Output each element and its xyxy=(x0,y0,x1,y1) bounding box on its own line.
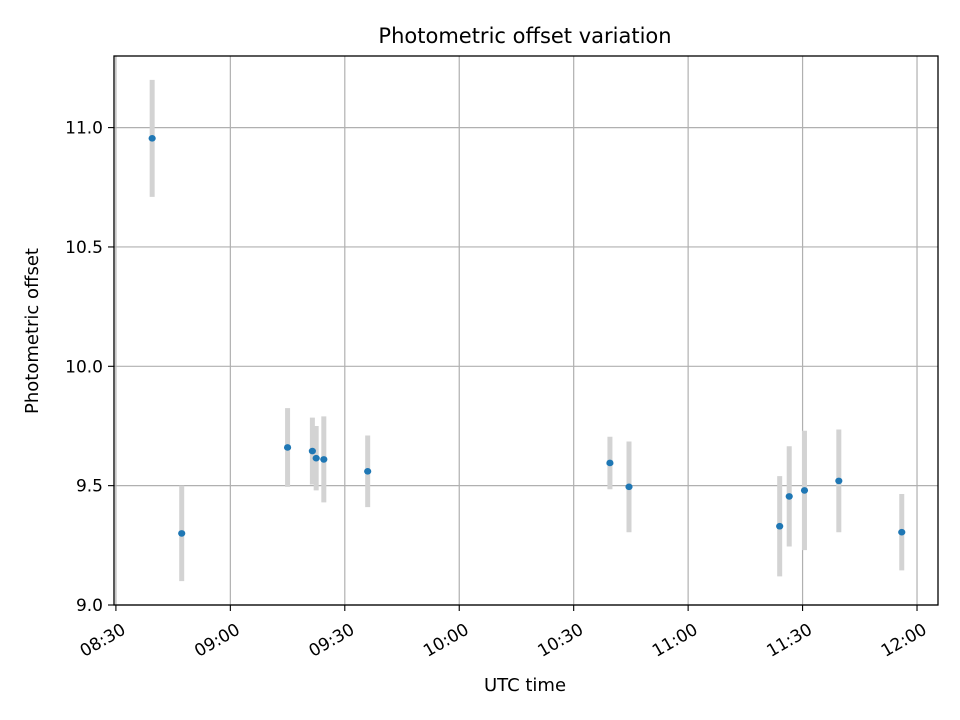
data-point xyxy=(320,456,328,463)
data-point xyxy=(178,530,186,537)
y-tick-label: 10.5 xyxy=(65,238,103,258)
x-axis-label: UTC time xyxy=(484,675,566,696)
data-point xyxy=(364,468,372,475)
data-point xyxy=(898,528,906,536)
data-point xyxy=(312,454,320,462)
data-point xyxy=(308,447,316,455)
y-axis-label: Photometric offset xyxy=(22,248,43,414)
data-point xyxy=(835,477,843,485)
plot-frame xyxy=(113,55,939,606)
data-point xyxy=(606,459,614,467)
chart-title: Photometric offset variation xyxy=(378,24,671,48)
data-point xyxy=(800,487,809,494)
y-tick-label: 11.0 xyxy=(65,119,103,139)
data-point xyxy=(148,135,156,142)
data-point xyxy=(776,522,784,530)
data-point xyxy=(283,444,292,451)
y-tick-label: 10.0 xyxy=(65,357,103,377)
data-layer xyxy=(148,79,906,582)
y-tick-label: 9.0 xyxy=(76,596,103,616)
y-tick-label: 9.5 xyxy=(76,477,103,497)
data-point xyxy=(785,493,793,500)
data-point xyxy=(625,483,633,491)
